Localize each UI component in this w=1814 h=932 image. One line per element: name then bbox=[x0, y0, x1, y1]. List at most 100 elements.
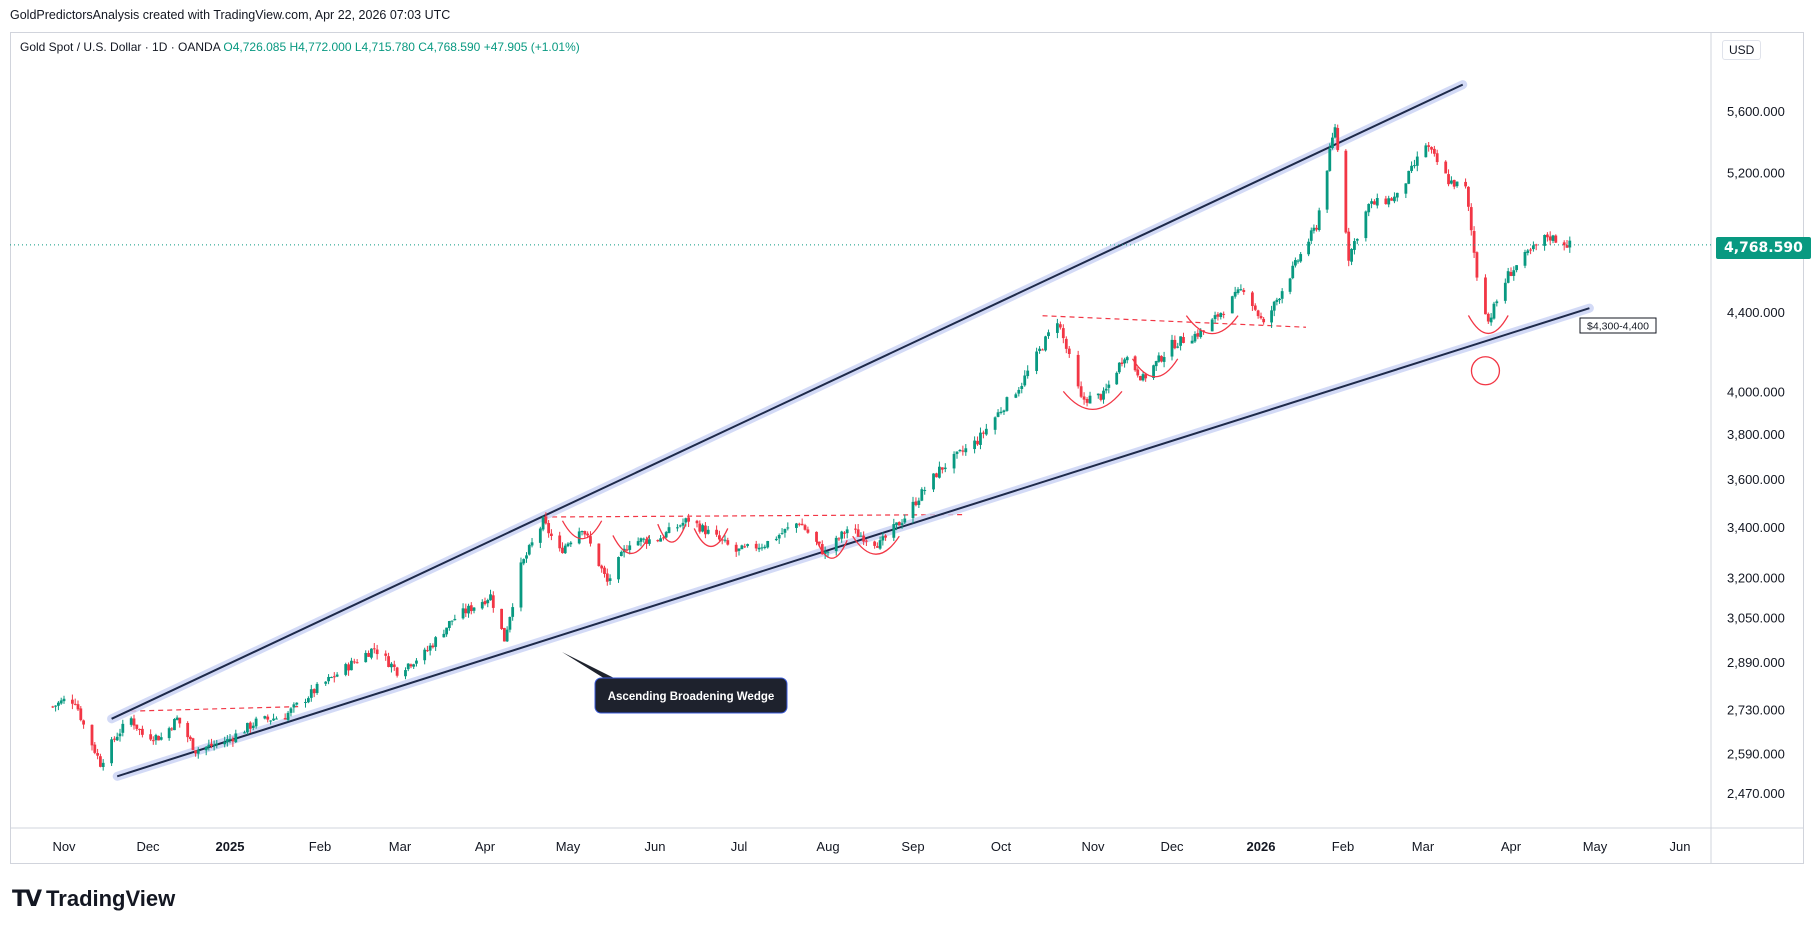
candle-body bbox=[1210, 319, 1214, 332]
candle-body bbox=[364, 652, 368, 663]
candle-body bbox=[538, 528, 542, 543]
tradingview-logo[interactable]: TV TradingView bbox=[12, 886, 175, 912]
candle-body bbox=[723, 539, 727, 541]
candle-body bbox=[976, 440, 979, 445]
candle-body bbox=[843, 532, 846, 534]
candle-body bbox=[175, 717, 179, 720]
candle-body bbox=[110, 739, 113, 764]
candle-body bbox=[1393, 196, 1396, 202]
candle-body bbox=[428, 645, 432, 651]
candle-body bbox=[1455, 181, 1459, 187]
candle-body bbox=[1213, 315, 1217, 320]
candle-body bbox=[777, 534, 781, 539]
support-label-box bbox=[1579, 317, 1657, 334]
candle-body bbox=[541, 517, 545, 530]
candle-body bbox=[1199, 330, 1203, 338]
price-tick-label: 2,590.000 bbox=[1727, 746, 1785, 761]
candle-body bbox=[93, 744, 97, 753]
neckline-group bbox=[131, 315, 1306, 712]
candle-body bbox=[1370, 201, 1373, 204]
candle-body bbox=[1367, 204, 1371, 213]
wedge-callout-text: Ascending Broadening Wedge bbox=[608, 691, 775, 703]
price-tick-label: 2,890.000 bbox=[1727, 655, 1785, 670]
support-touch-circle bbox=[1470, 356, 1501, 386]
candle-body bbox=[269, 720, 273, 722]
candle-body bbox=[1017, 389, 1021, 394]
candle-body bbox=[251, 725, 255, 728]
cup-arc bbox=[1185, 315, 1239, 335]
cup-arc bbox=[1062, 390, 1123, 410]
candle-body bbox=[426, 650, 429, 652]
candle-body bbox=[563, 545, 567, 554]
candle-body bbox=[1058, 324, 1062, 328]
candle-body bbox=[1120, 362, 1124, 365]
candle-body bbox=[472, 607, 476, 611]
candle-body bbox=[873, 541, 877, 546]
candle-body bbox=[450, 620, 454, 622]
candle-body bbox=[580, 531, 584, 533]
candle-body bbox=[854, 528, 857, 530]
price-axis[interactable]: 5,600.000 5,200.000 4,400.000 4,000.000 3,80… bbox=[1727, 104, 1785, 801]
candle-body bbox=[1233, 291, 1237, 297]
candle-body bbox=[263, 716, 267, 719]
candle-body bbox=[911, 501, 915, 519]
price-tick-label: 3,800.000 bbox=[1727, 427, 1785, 442]
price-tick-label: 3,400.000 bbox=[1727, 520, 1785, 535]
neckline-dash bbox=[543, 513, 963, 518]
candle-body bbox=[704, 525, 707, 535]
candle-body bbox=[1079, 386, 1083, 397]
candle-body bbox=[347, 664, 350, 671]
candle-body bbox=[330, 677, 333, 679]
time-tick-label: Jun bbox=[645, 839, 666, 854]
candle-body bbox=[243, 732, 246, 734]
time-axis[interactable]: Nov Dec 2025 Feb Mar Apr May Jun Jul Aug Sep Oct Nov… bbox=[52, 839, 1690, 854]
candle-body bbox=[900, 523, 904, 525]
candle-body bbox=[664, 532, 668, 538]
candle-body bbox=[73, 703, 77, 705]
candle-body bbox=[1444, 161, 1448, 174]
chart-credit: GoldPredictorsAnalysis created with Trad… bbox=[10, 8, 451, 22]
candle-body bbox=[525, 555, 528, 559]
candle-body bbox=[469, 605, 473, 612]
time-tick-label: Apr bbox=[475, 839, 496, 854]
candle-body bbox=[1085, 399, 1089, 403]
candle-body bbox=[453, 618, 457, 621]
candle-body bbox=[1415, 156, 1419, 166]
candle-body bbox=[1288, 278, 1292, 292]
candle-body bbox=[1216, 314, 1220, 317]
candle-body bbox=[1506, 271, 1510, 283]
candle-body bbox=[840, 531, 844, 539]
candle-body bbox=[1464, 181, 1467, 187]
candle-body bbox=[1568, 240, 1572, 248]
currency-selector[interactable]: USD bbox=[1722, 40, 1762, 60]
lower-trendline bbox=[116, 307, 1590, 778]
candle-body bbox=[491, 595, 495, 608]
candle-body bbox=[834, 537, 838, 552]
candle-body bbox=[434, 637, 438, 647]
candle-body bbox=[1299, 254, 1303, 262]
candle-body bbox=[1449, 180, 1453, 184]
candle-body bbox=[1452, 179, 1456, 187]
candle-body bbox=[1270, 310, 1273, 323]
candle-body bbox=[1291, 265, 1295, 279]
candle-body bbox=[1492, 303, 1496, 319]
candle-body bbox=[519, 562, 523, 608]
candle-body bbox=[737, 548, 741, 551]
candle-body bbox=[1259, 316, 1263, 319]
candle-body bbox=[121, 723, 125, 733]
candle-body bbox=[115, 736, 119, 741]
candle-body bbox=[780, 533, 784, 535]
candle-body bbox=[500, 608, 503, 629]
candle-body bbox=[79, 708, 83, 721]
candle-body bbox=[141, 728, 144, 735]
tradingview-logo-icon: TV bbox=[12, 886, 42, 912]
candle-body bbox=[1384, 198, 1388, 205]
candle-body bbox=[1565, 245, 1569, 248]
candle-body bbox=[489, 594, 492, 601]
candle-body bbox=[1515, 265, 1518, 271]
time-tick-label: Mar bbox=[1412, 839, 1435, 854]
candle-body bbox=[312, 689, 316, 694]
candle-body bbox=[101, 762, 105, 768]
symbol-legend[interactable]: Gold Spot / U.S. Dollar · 1D · OANDA O4,… bbox=[20, 40, 580, 54]
